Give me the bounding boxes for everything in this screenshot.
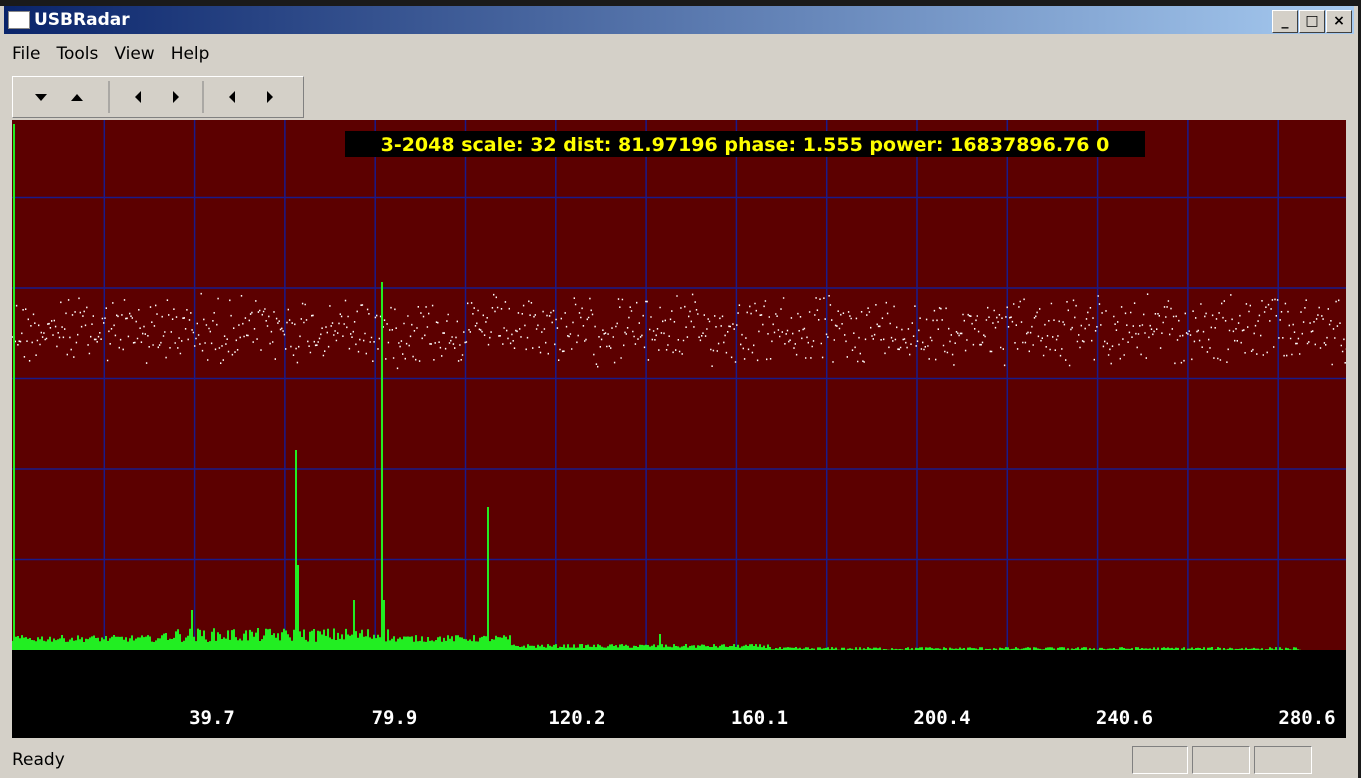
up-button[interactable] — [71, 94, 83, 101]
grid — [12, 120, 1346, 650]
x-axis-label: 39.7 — [189, 707, 235, 729]
x-axis-label: 200.4 — [913, 707, 970, 729]
maximize-button[interactable]: □ — [1299, 10, 1325, 33]
x-axis-label: 120.2 — [548, 707, 605, 729]
readout-box — [345, 131, 1145, 157]
status-pane — [1132, 746, 1188, 774]
minimize-button[interactable]: _ — [1272, 10, 1298, 33]
status-text: Ready — [12, 750, 65, 770]
window-title: USBRadar — [34, 10, 130, 30]
right-button[interactable] — [173, 91, 179, 103]
status-pane — [1254, 746, 1312, 774]
x-axis-label: 280.6 — [1278, 707, 1335, 729]
menu-item[interactable]: Help — [170, 44, 210, 64]
spectrum — [12, 124, 1301, 650]
left-button[interactable] — [135, 91, 141, 103]
menu-item[interactable]: File — [12, 44, 41, 64]
menu-item[interactable]: Tools — [56, 44, 99, 64]
plot: 3-2048 scale: 32 dist: 81.97196 phase: 1… — [12, 120, 1346, 738]
x-axis-label: 160.1 — [731, 707, 788, 729]
status-bar: Ready — [0, 740, 1358, 778]
menu-bar: File Tools View Help — [12, 44, 209, 64]
app-icon — [8, 11, 30, 29]
axis-band — [12, 650, 1346, 738]
down-button[interactable] — [35, 94, 47, 101]
status-pane — [1192, 746, 1250, 774]
x-axis-label: 79.9 — [372, 707, 418, 729]
right-button[interactable] — [267, 91, 273, 103]
left-button[interactable] — [229, 91, 235, 103]
title-bar: USBRadar _ □ × — [4, 6, 1354, 34]
close-button[interactable]: × — [1326, 10, 1352, 33]
signal — [12, 124, 1346, 650]
readout: 3-2048 scale: 32 dist: 81.97196 phase: 1… — [381, 134, 1110, 156]
window: USBRadar _ □ × File Tools View Help 3-20… — [0, 6, 1358, 778]
toolbar — [12, 76, 304, 118]
plot-background — [12, 120, 1346, 650]
x-axis-label: 240.6 — [1096, 707, 1153, 729]
phase-dots — [12, 292, 1346, 370]
menu-item[interactable]: View — [114, 44, 155, 64]
